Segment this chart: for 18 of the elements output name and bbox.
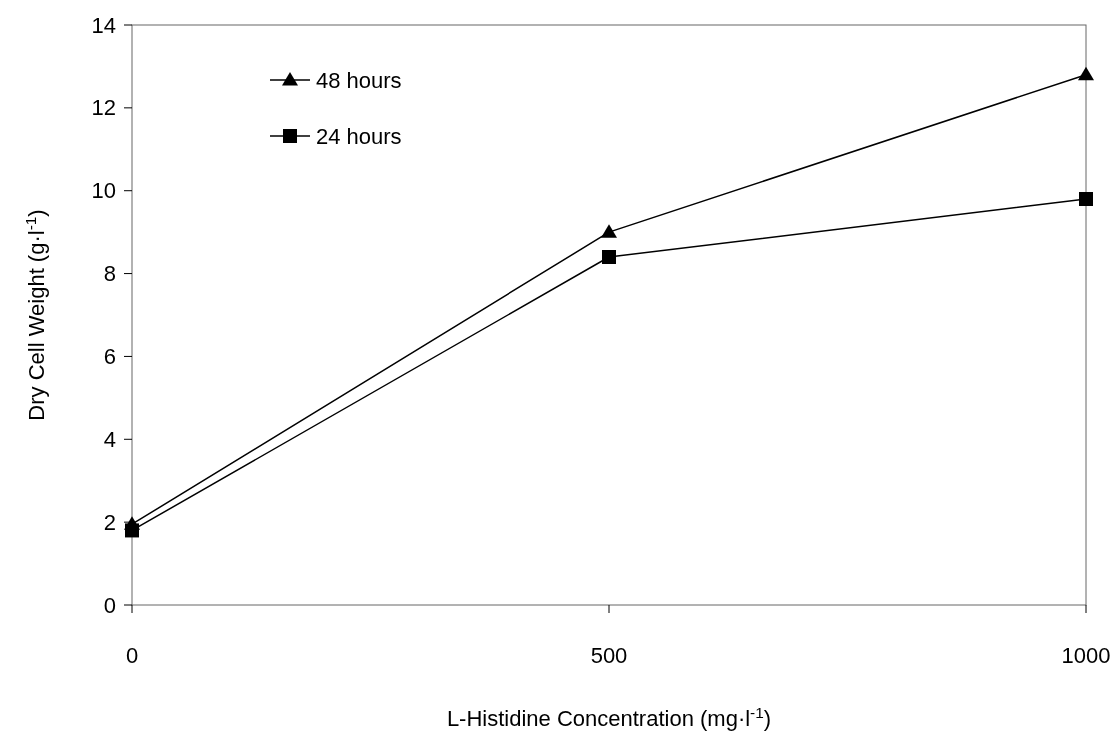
point	[1079, 192, 1093, 206]
y-tick-label: 14	[91, 12, 116, 38]
x-axis-title: L-Histidine Concentration (mg·l$^{-1}$)	[446, 703, 772, 731]
y-tick-label: 2	[103, 509, 116, 535]
x-tick-label: 1000	[1061, 643, 1111, 668]
x-tick-label: 0	[125, 643, 139, 668]
y-tick-label: 0	[103, 592, 116, 618]
y-tick-label: 8	[103, 261, 116, 287]
y-tick-label: 10	[91, 178, 116, 204]
point	[601, 224, 617, 238]
legend-label: 24 hours	[316, 123, 402, 149]
y-tick-label: 4	[103, 426, 116, 452]
legend-label: 48 hours	[316, 67, 402, 93]
point	[602, 250, 616, 264]
y-tick-label: 6	[103, 343, 116, 369]
point	[1078, 66, 1094, 81]
x-tick-label: 500	[590, 643, 628, 668]
y-tick-label: 12	[91, 95, 116, 121]
